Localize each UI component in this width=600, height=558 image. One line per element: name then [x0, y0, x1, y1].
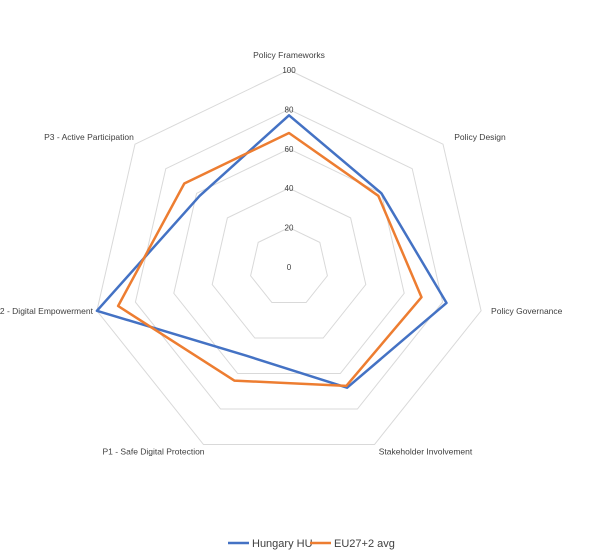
tick-label-80: 80 — [285, 105, 294, 114]
axis-label-stakeholder-involvement: Stakeholder Involvement — [379, 446, 473, 456]
series-line-hungary-hu — [95, 114, 448, 389]
axis-label-p2-digital-empowerment: P2 - Digital Empowerment — [0, 306, 94, 316]
grid-ring-100 — [96, 69, 482, 445]
legend: Hungary HU EU27+2 avg — [228, 538, 395, 550]
grid-ring-20 — [250, 227, 328, 303]
series-line-eu27-2-avg — [116, 131, 423, 388]
legend-label-eu27-2-avg: EU27+2 avg — [334, 538, 395, 550]
tick-label-60: 60 — [285, 145, 294, 154]
axis-label-p3-active-participation: P3 - Active Participation — [44, 132, 134, 142]
grid-ring-80 — [134, 108, 444, 410]
series-lines — [95, 114, 448, 389]
axis-label-p1-safe-digital-protection: P1 - Safe Digital Protection — [102, 446, 204, 456]
tick-label-20: 20 — [285, 224, 294, 233]
legend-item-hungary-hu: Hungary HU — [228, 538, 313, 550]
axis-labels: Policy Frameworks Policy Design Policy Gov… — [0, 50, 563, 456]
tick-label-40: 40 — [285, 184, 294, 193]
tick-label-100: 100 — [282, 66, 296, 75]
legend-label-hungary-hu: Hungary HU — [252, 538, 313, 550]
radar-grid — [96, 69, 482, 445]
tick-label-0: 0 — [287, 263, 292, 272]
axis-label-policy-governance: Policy Governance — [491, 306, 563, 316]
legend-item-eu27-2-avg: EU27+2 avg — [310, 538, 395, 550]
axis-label-policy-design: Policy Design — [454, 132, 506, 142]
grid-ring-40 — [211, 187, 367, 339]
radial-tick-labels: 0 20 40 60 80 100 — [282, 66, 296, 272]
axis-label-policy-frameworks: Policy Frameworks — [253, 50, 325, 60]
